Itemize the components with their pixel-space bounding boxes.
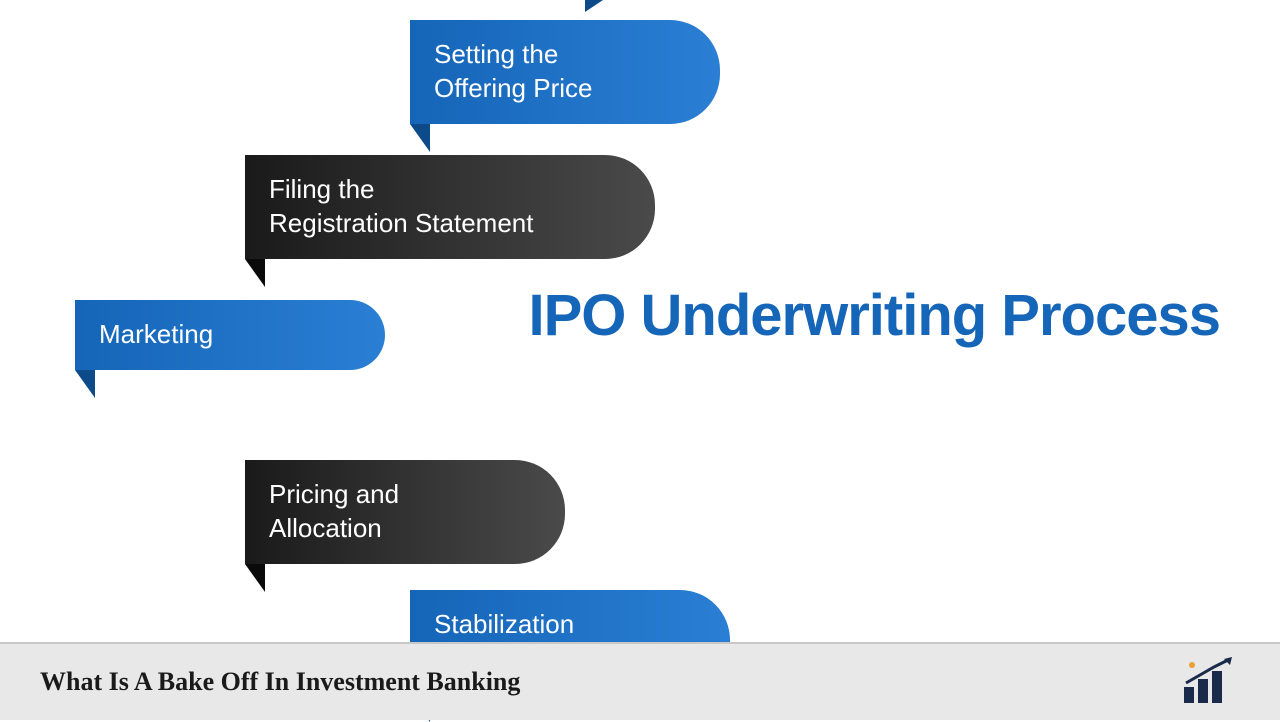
step-1: Filing theRegistration Statement bbox=[245, 155, 655, 259]
step-label-line: Marketing bbox=[99, 318, 353, 352]
step-tail bbox=[245, 259, 265, 287]
step-label-line: Registration Statement bbox=[269, 207, 623, 241]
step-label-line: Setting the bbox=[434, 38, 688, 72]
diagram-title: IPO Underwriting Process bbox=[528, 280, 1220, 353]
step-label-line: Pricing and bbox=[269, 478, 533, 512]
footer-bar: What Is A Bake Off In Investment Banking bbox=[0, 642, 1280, 720]
step-label-line: Stabilization bbox=[434, 608, 698, 642]
diagram-area: Setting theOffering Price Filing theRegis… bbox=[0, 0, 1280, 640]
chart-icon bbox=[1180, 657, 1240, 707]
top-flag-tail bbox=[585, 0, 603, 12]
step-0: Setting theOffering Price bbox=[410, 20, 720, 124]
step-label-line: Offering Price bbox=[434, 72, 688, 106]
step-tail bbox=[410, 124, 430, 152]
step-tail bbox=[245, 564, 265, 592]
step-2: Marketing bbox=[75, 300, 385, 370]
step-tail bbox=[75, 370, 95, 398]
footer-title: What Is A Bake Off In Investment Banking bbox=[40, 667, 520, 697]
step-label-line: Filing the bbox=[269, 173, 623, 207]
step-label-line: Allocation bbox=[269, 512, 533, 546]
step-3: Pricing andAllocation bbox=[245, 460, 565, 564]
